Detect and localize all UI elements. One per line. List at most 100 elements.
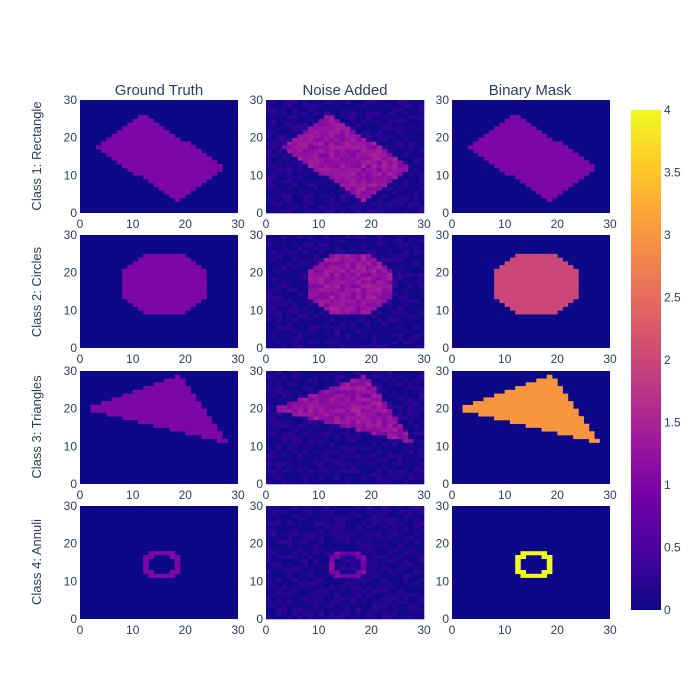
- heatmap-cell: [355, 148, 362, 154]
- heatmap-cell: [334, 171, 341, 176]
- heatmap-cell: [180, 378, 186, 383]
- heatmap-cell: [334, 152, 341, 157]
- heatmap-cell: [266, 397, 272, 402]
- heatmap-cell: [562, 295, 569, 300]
- heatmap-cell: [387, 314, 393, 319]
- heatmap-cell: [339, 310, 346, 315]
- heatmap-cell: [531, 306, 537, 311]
- heatmap-cell: [287, 457, 293, 462]
- heatmap-cell: [371, 197, 377, 202]
- heatmap-cell: [266, 401, 272, 406]
- heatmap-cell: [546, 268, 553, 273]
- heatmap-cell: [408, 374, 414, 379]
- heatmap-cell: [520, 118, 527, 123]
- heatmap-cell: [159, 182, 165, 187]
- heatmap-cell: [266, 126, 272, 131]
- heatmap-cell: [402, 382, 409, 387]
- heatmap-cell: [287, 603, 293, 608]
- heatmap-cell: [292, 465, 298, 470]
- heatmap-cell: [413, 438, 420, 443]
- heatmap-cell: [318, 299, 325, 304]
- heatmap-cell: [339, 611, 346, 616]
- heatmap-cell: [206, 419, 212, 425]
- heatmap-cell: [190, 261, 197, 266]
- heatmap-cell: [195, 160, 202, 165]
- heatmap-cell: [308, 175, 314, 180]
- heatmap-cell: [355, 145, 362, 150]
- heatmap-cell: [323, 160, 330, 165]
- heatmap-cell: [276, 299, 283, 304]
- heatmap-cell: [366, 115, 372, 120]
- heatmap-cell: [308, 596, 314, 601]
- heatmap-cell: [137, 164, 144, 169]
- heatmap-cell: [397, 100, 404, 105]
- heatmap-cell: [387, 371, 393, 376]
- heatmap-cell: [520, 386, 527, 391]
- heatmap-cell: [345, 592, 351, 597]
- heatmap-cell: [159, 171, 165, 176]
- heatmap-cell: [127, 156, 133, 161]
- heatmap-cell: [509, 118, 516, 123]
- heatmap-cell: [360, 558, 367, 563]
- heatmap-cell: [408, 291, 414, 296]
- heatmap-cell: [281, 148, 288, 154]
- heatmap-cell: [402, 539, 409, 544]
- heatmap-cell: [366, 160, 372, 165]
- heatmap-cell: [339, 261, 346, 266]
- heatmap-cell: [509, 167, 516, 172]
- heatmap-cell: [297, 257, 304, 262]
- heatmap-cell: [169, 164, 176, 169]
- heatmap-cell: [122, 156, 128, 161]
- heatmap-cell: [381, 558, 388, 563]
- heatmap-cell: [276, 570, 283, 575]
- heatmap-cell: [339, 573, 346, 578]
- heatmap-cell: [536, 378, 542, 383]
- heatmap-cell: [418, 283, 425, 289]
- heatmap-cell: [350, 167, 356, 172]
- heatmap-cell: [515, 130, 521, 135]
- heatmap-cell: [478, 141, 484, 146]
- heatmap-cell: [271, 332, 277, 337]
- heatmap-cell: [169, 408, 176, 413]
- heatmap-cell: [323, 442, 330, 447]
- heatmap-cell: [137, 280, 144, 285]
- heatmap-cell: [153, 295, 160, 300]
- heatmap-cell: [536, 261, 542, 266]
- heatmap-cell: [408, 453, 414, 458]
- heatmap-cell: [494, 412, 500, 417]
- heatmap-cell: [308, 238, 314, 243]
- heatmap-cell: [387, 250, 393, 255]
- heatmap-cell: [313, 382, 319, 387]
- x-tick-label: 0: [263, 217, 270, 231]
- heatmap-cell: [418, 100, 425, 105]
- heatmap-cell: [201, 156, 207, 161]
- heatmap-cell: [287, 419, 293, 425]
- heatmap-cell: [308, 386, 314, 391]
- heatmap-cell: [418, 250, 425, 255]
- heatmap-cell: [339, 393, 346, 398]
- heatmap-cell: [355, 588, 362, 593]
- heatmap-cell: [397, 164, 404, 169]
- heatmap-cell: [531, 404, 537, 409]
- heatmap-cell: [174, 408, 181, 413]
- heatmap-cell: [509, 280, 516, 285]
- heatmap-cell: [308, 600, 314, 605]
- heatmap-cell: [287, 562, 293, 567]
- heatmap-cell: [366, 314, 372, 319]
- heatmap-cell: [271, 551, 277, 556]
- heatmap-cell: [318, 615, 325, 620]
- heatmap-cell: [397, 603, 404, 608]
- heatmap-cell: [297, 100, 304, 105]
- heatmap-cell: [387, 611, 393, 616]
- heatmap-cell: [418, 272, 425, 277]
- heatmap-cell: [276, 438, 283, 443]
- heatmap-cell: [494, 272, 500, 277]
- heatmap-cell: [418, 122, 425, 127]
- heatmap-cell: [329, 141, 335, 146]
- heatmap-cell: [292, 371, 298, 376]
- heatmap-cell: [509, 171, 516, 176]
- heatmap-cell: [360, 524, 367, 529]
- heatmap-cell: [334, 592, 341, 597]
- heatmap-cell: [413, 588, 420, 593]
